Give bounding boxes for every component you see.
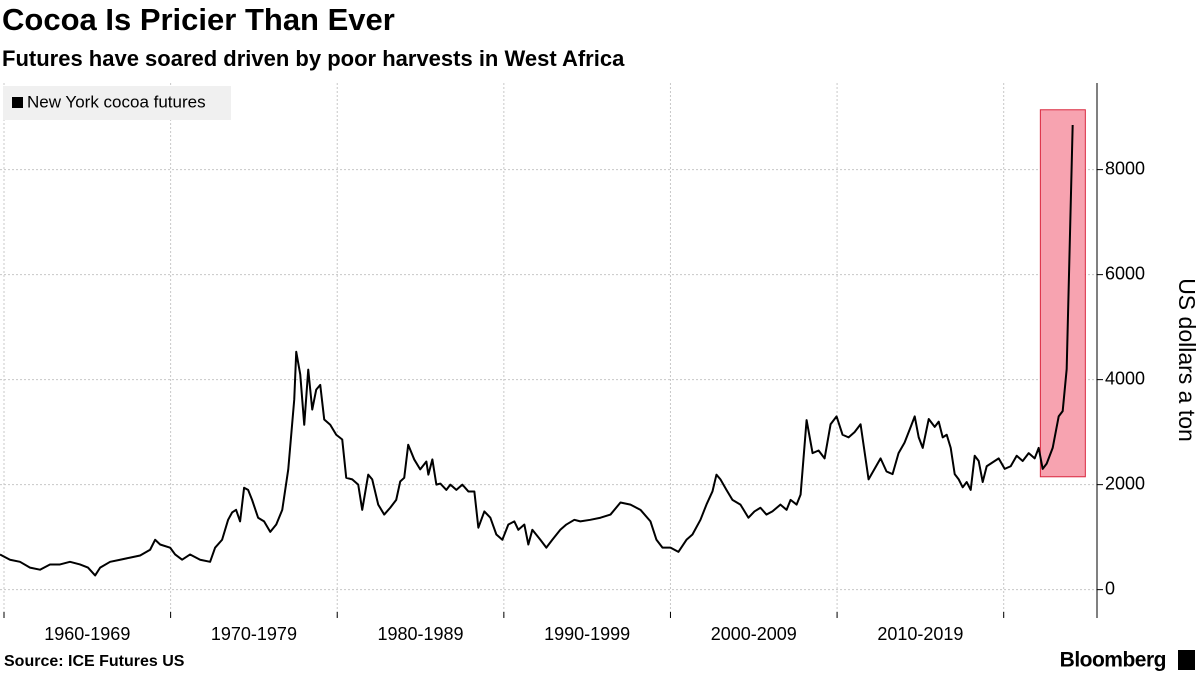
highlight-region: [1039, 109, 1086, 478]
x-tick-label: 1960-1969: [44, 624, 130, 644]
y-axis-label: US dollars a ton: [1174, 278, 1200, 442]
legend-box: [3, 86, 231, 120]
brand-icon: [1178, 650, 1195, 670]
x-tick-label: 1980-1989: [377, 624, 463, 644]
source: Source: ICE Futures US: [4, 653, 185, 670]
x-tick-label: 2000-2009: [711, 624, 797, 644]
x-tick-label: 1990-1999: [544, 624, 630, 644]
y-tick-label: 4000: [1105, 368, 1145, 388]
y-tick-label: 2000: [1105, 473, 1145, 493]
plot-area: 0 2000 4000 6000 8000 1960-1969 1970-1979 1980-…: [0, 83, 1145, 644]
series-line: [0, 124, 1074, 577]
chart-title: Cocoa Is Pricier Than Ever: [2, 2, 395, 37]
brand: Bloomberg: [1060, 649, 1166, 672]
y-tick-label: 6000: [1105, 263, 1145, 283]
legend-label: New York cocoa futures: [27, 92, 206, 111]
chart-subtitle: Futures have soared driven by poor harve…: [2, 46, 625, 71]
x-tick-label: 2010-2019: [877, 624, 963, 644]
legend-swatch: [12, 97, 23, 108]
legend: New York cocoa futures: [3, 86, 231, 120]
y-tick-label: 8000: [1105, 158, 1145, 178]
y-tick-label: 0: [1105, 578, 1115, 598]
x-tick-label: 1970-1979: [211, 624, 297, 644]
